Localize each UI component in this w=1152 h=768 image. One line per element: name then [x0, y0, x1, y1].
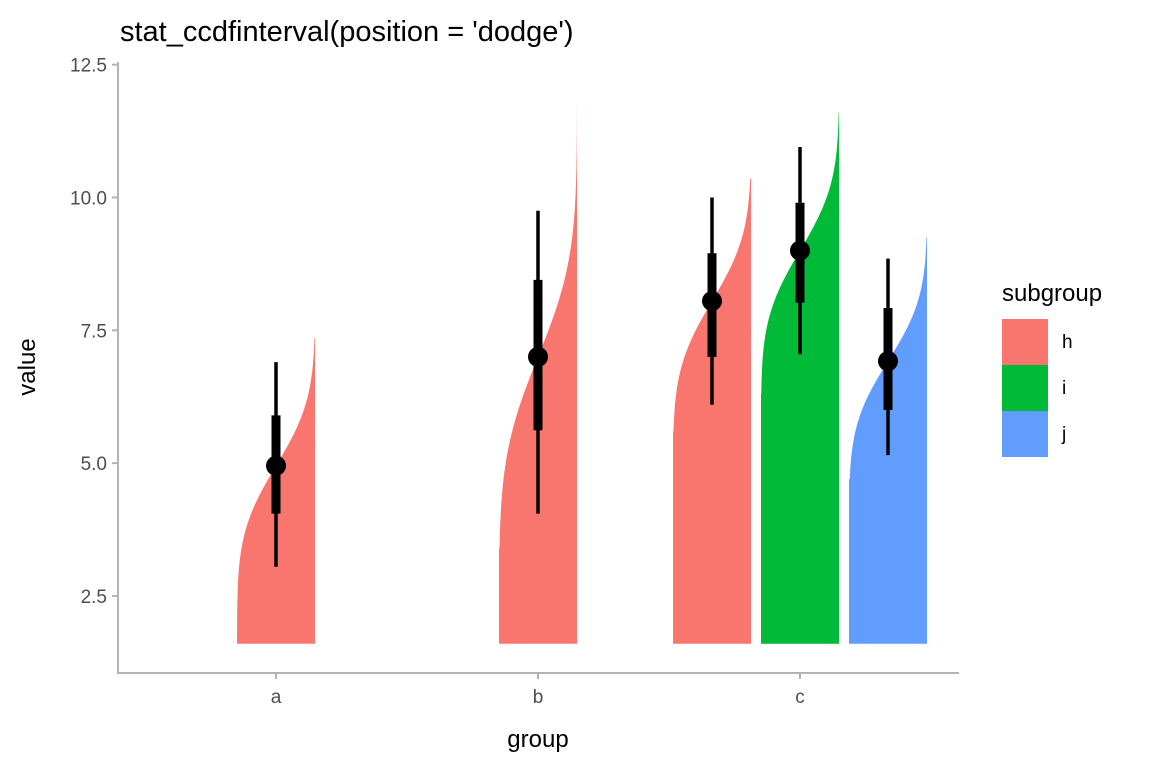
- interval-layer: [266, 147, 898, 567]
- legend-title: subgroup: [1002, 280, 1102, 307]
- y-axis-title: value: [14, 338, 41, 395]
- y-tick-label: 2.5: [81, 587, 107, 608]
- slab-c-i: [761, 112, 839, 644]
- legend-label-j: j: [1061, 424, 1066, 445]
- legend-keys: h i j: [1002, 319, 1073, 457]
- legend: subgroup h i j: [1002, 280, 1102, 457]
- slab-c-h: [673, 178, 751, 644]
- median-point-a-h: [266, 455, 286, 476]
- x-tick-label: c: [795, 687, 805, 708]
- legend-swatch-i: [1002, 365, 1048, 411]
- median-point-b-h: [528, 346, 548, 367]
- median-point-c-h: [702, 291, 722, 312]
- legend-label-h: h: [1062, 332, 1073, 353]
- y-axis-ticks: 2.5 5.0 7.5 10.0 12.5: [70, 56, 118, 608]
- y-tick-label: 10.0: [70, 188, 107, 209]
- median-point-c-j: [878, 351, 898, 372]
- x-axis-ticks: a b c: [271, 673, 805, 708]
- x-tick-label: b: [533, 687, 544, 708]
- x-tick-label: a: [271, 687, 282, 708]
- legend-label-i: i: [1062, 378, 1066, 399]
- x-axis-title: group: [507, 726, 568, 753]
- y-tick-label: 12.5: [70, 56, 107, 77]
- y-tick-label: 5.0: [81, 454, 107, 475]
- slab-layer: [237, 104, 927, 644]
- legend-swatch-h: [1002, 319, 1048, 365]
- legend-swatch-j: [1002, 411, 1048, 457]
- y-tick-label: 7.5: [81, 321, 107, 342]
- median-point-c-i: [790, 240, 810, 261]
- chart-title: stat_ccdfinterval(position = 'dodge'): [120, 16, 574, 48]
